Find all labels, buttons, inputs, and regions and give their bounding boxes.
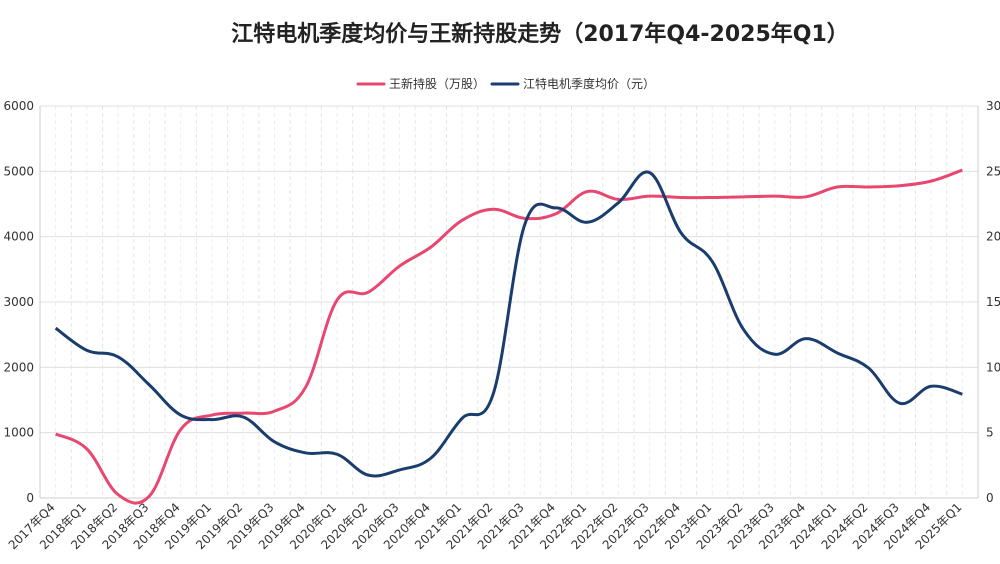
legend-item: 王新持股（万股） bbox=[356, 76, 485, 91]
legend-label: 王新持股（万股） bbox=[389, 76, 485, 91]
legend-item: 江特电机季度均价（元） bbox=[490, 76, 655, 91]
y-left-tick-label: 3000 bbox=[3, 295, 34, 309]
y-right-tick-label: 5 bbox=[986, 426, 994, 440]
y-right-tick-label: 15 bbox=[986, 295, 1000, 309]
y-right-tick-label: 20 bbox=[986, 230, 1000, 244]
y-right-tick-label: 30 bbox=[986, 99, 1000, 113]
series-line-price bbox=[54, 170, 963, 478]
legend-label: 江特电机季度均价（元） bbox=[523, 76, 655, 91]
y-left-tick-label: 0 bbox=[26, 491, 34, 505]
y-right-tick-label: 0 bbox=[986, 491, 994, 505]
y-left-tick-label: 4000 bbox=[3, 230, 34, 244]
y-right-tick-label: 10 bbox=[986, 360, 1000, 374]
y-left-tick-label: 6000 bbox=[3, 99, 34, 113]
y-left-tick-label: 2000 bbox=[3, 360, 34, 374]
chart-title: 江特电机季度均价与王新持股走势（2017年Q4-2025年Q1） bbox=[231, 22, 849, 47]
y-left-tick-label: 5000 bbox=[3, 164, 34, 178]
series-line-holdings bbox=[54, 168, 963, 505]
y-right-tick-label: 25 bbox=[986, 164, 1000, 178]
y-left-tick-label: 1000 bbox=[3, 426, 34, 440]
